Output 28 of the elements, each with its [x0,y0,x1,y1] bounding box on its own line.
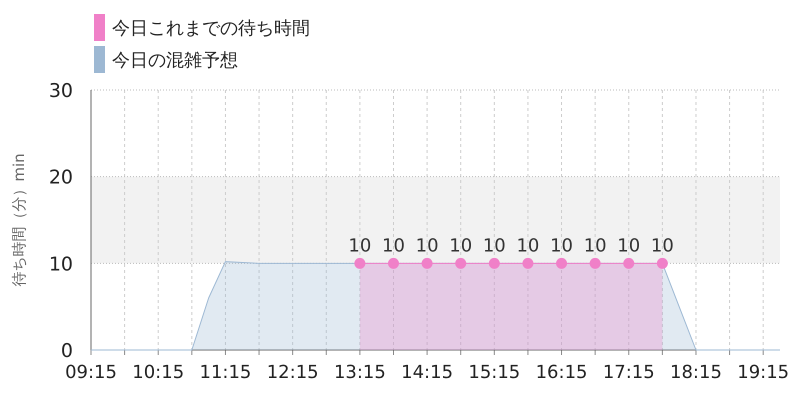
data-label: 10 [617,235,640,256]
x-tick-label: 14:15 [401,362,454,383]
x-tick-label: 16:15 [536,362,588,383]
x-tick-label: 18:15 [670,362,722,383]
data-label: 10 [416,235,439,256]
y-tick-label: 10 [48,253,73,276]
data-label: 10 [650,235,674,256]
x-tick-label: 13:15 [334,362,386,383]
data-label: 10 [516,235,540,256]
x-tick-label: 17:15 [602,362,655,383]
x-tick-label: 19:15 [737,362,790,383]
data-label: 10 [550,235,573,256]
x-tick-label: 15:15 [468,362,520,383]
y-axis-title: 待ち時間（分）min [10,153,28,287]
data-label: 10 [449,235,472,256]
legend-label: 今日の混雑予想 [112,50,238,71]
data-label: 10 [482,235,506,256]
x-tick-label: 12:15 [266,362,319,383]
x-tick-label: 10:15 [132,362,184,383]
y-tick-label: 20 [48,166,73,189]
x-tick-label: 11:15 [200,362,252,383]
x-tick-label: 09:15 [65,362,117,383]
data-label: 10 [348,235,372,256]
y-tick-label: 30 [48,80,73,102]
y-tick-label: 0 [60,340,73,362]
data-label: 10 [584,235,607,256]
data-label: 10 [382,235,405,256]
legend-label: 今日これまでの待ち時間 [112,18,310,39]
